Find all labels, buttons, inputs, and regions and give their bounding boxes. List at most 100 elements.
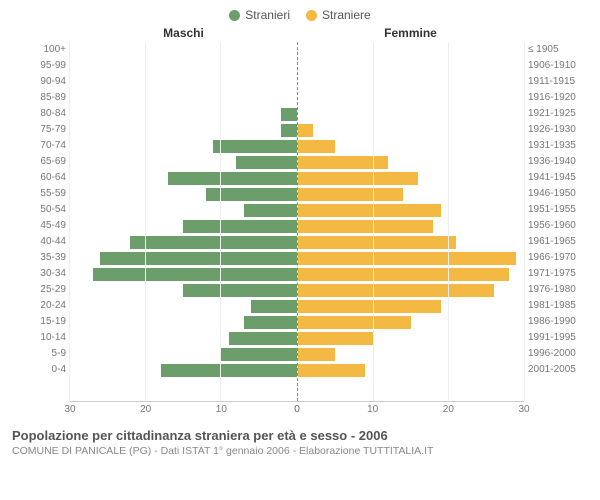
age-label: 100+	[10, 42, 70, 58]
legend-label-female: Straniere	[322, 8, 371, 22]
female-bar	[298, 156, 389, 169]
female-bar	[298, 140, 336, 153]
age-label: 15-19	[10, 314, 70, 330]
birth-year-label: 1986-1990	[524, 314, 590, 330]
age-label: 70-74	[10, 138, 70, 154]
female-bar	[298, 332, 373, 345]
age-label: 90-94	[10, 74, 70, 90]
age-label: 45-49	[10, 218, 70, 234]
birth-year-label: 1961-1965	[524, 234, 590, 250]
age-label: 75-79	[10, 122, 70, 138]
male-bar	[130, 236, 296, 249]
female-bar	[298, 220, 434, 233]
male-bar	[168, 172, 296, 185]
male-bar	[229, 332, 297, 345]
caption: Popolazione per cittadinanza straniera p…	[10, 428, 590, 457]
birth-year-label: 1971-1975	[524, 266, 590, 282]
age-label: 85-89	[10, 90, 70, 106]
male-bar	[236, 156, 296, 169]
age-label: 40-44	[10, 234, 70, 250]
caption-title: Popolazione per cittadinanza straniera p…	[12, 428, 588, 443]
birth-year-label: 1996-2000	[524, 346, 590, 362]
age-label: 30-34	[10, 266, 70, 282]
male-bar	[221, 348, 296, 361]
female-bar	[298, 124, 313, 137]
age-label: 0-4	[10, 362, 70, 378]
legend-item-female: Straniere	[306, 8, 371, 22]
female-bar	[298, 348, 336, 361]
birth-year-label: 1966-1970	[524, 250, 590, 266]
age-label: 50-54	[10, 202, 70, 218]
bars-area	[70, 42, 524, 402]
female-bar	[298, 236, 457, 249]
plot-area: Fasce di età 100+95-9990-9485-8980-8475-…	[10, 42, 590, 402]
birth-year-label: 1946-1950	[524, 186, 590, 202]
birth-year-label: 1926-1930	[524, 122, 590, 138]
age-label: 5-9	[10, 346, 70, 362]
age-label: 80-84	[10, 106, 70, 122]
birth-year-label: 1941-1945	[524, 170, 590, 186]
caption-subtitle: COMUNE DI PANICALE (PG) - Dati ISTAT 1° …	[12, 445, 588, 457]
male-bar	[100, 252, 296, 265]
legend-swatch-male	[229, 10, 240, 21]
female-half	[298, 42, 525, 401]
male-bar	[251, 300, 296, 313]
male-bar	[244, 204, 297, 217]
birth-year-label: 1921-1925	[524, 106, 590, 122]
male-bar	[183, 284, 296, 297]
female-bar	[298, 252, 517, 265]
birth-year-label: 1951-1955	[524, 202, 590, 218]
birth-year-label: 1976-1980	[524, 282, 590, 298]
legend: Stranieri Straniere	[10, 8, 590, 22]
male-bar	[281, 108, 296, 121]
x-tick: 30	[518, 404, 529, 415]
x-tick: 20	[443, 404, 454, 415]
birth-year-label: ≤ 1905	[524, 42, 590, 58]
male-bar	[93, 268, 297, 281]
female-bar	[298, 316, 411, 329]
birth-year-label: 1906-1910	[524, 58, 590, 74]
female-bar	[298, 204, 441, 217]
female-bar	[298, 268, 509, 281]
legend-item-male: Stranieri	[229, 8, 290, 22]
legend-swatch-female	[306, 10, 317, 21]
legend-label-male: Stranieri	[245, 8, 290, 22]
male-bar	[183, 220, 296, 233]
male-bar	[213, 140, 296, 153]
header-female: Femmine	[297, 26, 524, 40]
female-bar	[298, 364, 366, 377]
x-tick: 0	[294, 404, 300, 415]
birth-year-label: 1981-1985	[524, 298, 590, 314]
header-male: Maschi	[70, 26, 297, 40]
age-label: 60-64	[10, 170, 70, 186]
birth-year-label: 1936-1940	[524, 154, 590, 170]
male-half	[70, 42, 298, 401]
age-label: 10-14	[10, 330, 70, 346]
x-axis: 3020100 0102030	[10, 402, 590, 422]
y-axis-birth: Anni di nascita ≤ 19051906-19101911-1915…	[524, 42, 590, 402]
x-axis-left: 3020100	[70, 402, 297, 422]
birth-year-label: 1956-1960	[524, 218, 590, 234]
age-label: 20-24	[10, 298, 70, 314]
age-label: 25-29	[10, 282, 70, 298]
female-bar	[298, 284, 494, 297]
birth-year-label: 1911-1915	[524, 74, 590, 90]
female-bar	[298, 172, 419, 185]
birth-year-label: 1916-1920	[524, 90, 590, 106]
age-label: 35-39	[10, 250, 70, 266]
birth-year-label: 1931-1935	[524, 138, 590, 154]
x-tick: 10	[216, 404, 227, 415]
age-label: 55-59	[10, 186, 70, 202]
population-pyramid-chart: Stranieri Straniere Maschi Femmine Fasce…	[0, 0, 600, 461]
x-axis-right: 0102030	[297, 402, 524, 422]
birth-year-label: 2001-2005	[524, 362, 590, 378]
x-tick: 10	[367, 404, 378, 415]
age-label: 65-69	[10, 154, 70, 170]
y-axis-age: Fasce di età 100+95-9990-9485-8980-8475-…	[10, 42, 70, 402]
male-bar	[244, 316, 297, 329]
female-bar	[298, 188, 404, 201]
x-tick: 20	[140, 404, 151, 415]
male-bar	[281, 124, 296, 137]
female-bar	[298, 300, 441, 313]
x-tick: 30	[64, 404, 75, 415]
